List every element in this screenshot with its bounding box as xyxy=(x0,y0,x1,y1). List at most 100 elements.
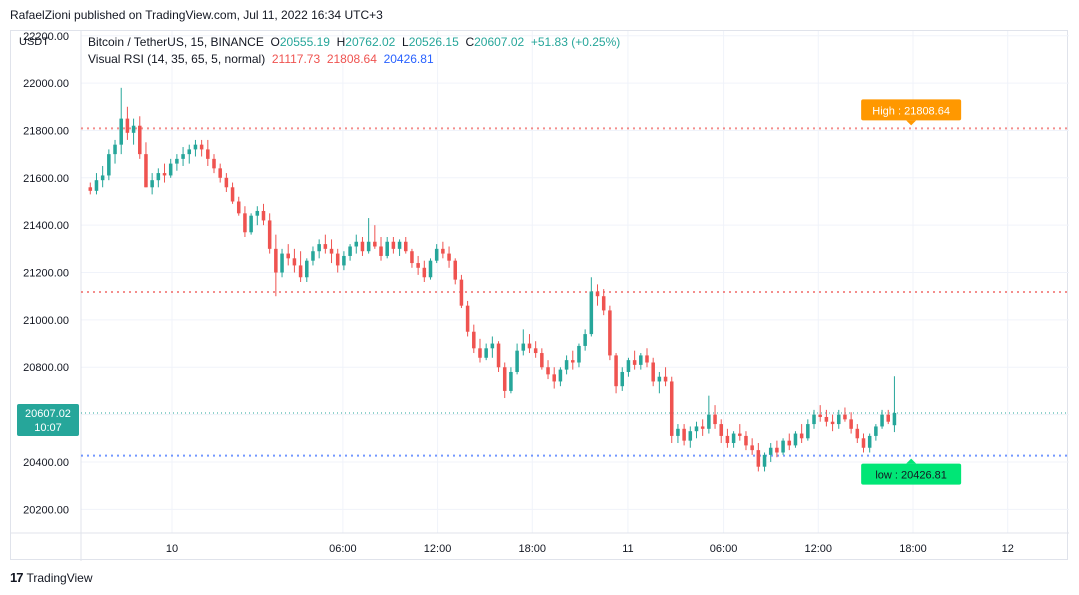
candle-body[interactable] xyxy=(397,241,402,249)
candle-body[interactable] xyxy=(88,187,93,191)
candle-body[interactable] xyxy=(892,412,897,426)
candle-body[interactable] xyxy=(292,258,297,266)
candle-body[interactable] xyxy=(236,201,241,214)
candle-body[interactable] xyxy=(218,168,222,178)
candle-body[interactable] xyxy=(465,305,470,332)
candle-body[interactable] xyxy=(700,426,705,429)
candle-body[interactable] xyxy=(453,260,458,280)
candle-body[interactable] xyxy=(416,263,420,268)
candle-body[interactable] xyxy=(286,253,290,259)
candle-body[interactable] xyxy=(502,367,507,391)
candle-body[interactable] xyxy=(373,241,377,247)
candle-body[interactable] xyxy=(311,251,315,261)
candle-body[interactable] xyxy=(459,279,464,306)
candle-body[interactable] xyxy=(719,424,723,436)
candle-body[interactable] xyxy=(867,435,872,448)
candle-body[interactable] xyxy=(206,149,210,159)
candle-body[interactable] xyxy=(410,251,414,264)
candle-body[interactable] xyxy=(100,175,105,181)
candle-body[interactable] xyxy=(379,246,383,256)
candle-body[interactable] xyxy=(818,414,822,417)
candle-body[interactable] xyxy=(676,428,680,436)
candle-body[interactable] xyxy=(317,244,321,252)
candle-body[interactable] xyxy=(663,376,668,382)
candle-body[interactable] xyxy=(428,260,433,278)
candle-body[interactable] xyxy=(323,244,328,249)
candle-body[interactable] xyxy=(230,187,235,202)
candle-body[interactable] xyxy=(855,428,860,439)
candle-body[interactable] xyxy=(657,376,662,382)
candle-body[interactable] xyxy=(546,367,550,375)
candle-body[interactable] xyxy=(707,414,711,429)
candle-body[interactable] xyxy=(589,291,594,335)
candle-body[interactable] xyxy=(329,248,334,254)
candle-body[interactable] xyxy=(651,362,655,382)
candle-body[interactable] xyxy=(354,241,359,247)
candle-body[interactable] xyxy=(125,118,130,133)
candle-body[interactable] xyxy=(305,260,309,278)
candle-body[interactable] xyxy=(478,348,482,358)
candle-body[interactable] xyxy=(261,210,266,221)
candle-body[interactable] xyxy=(434,248,439,261)
candle-body[interactable] xyxy=(824,416,829,422)
candle-body[interactable] xyxy=(274,248,278,273)
candlestick-chart[interactable]: 20200.0020400.0020600.0020800.0021000.00… xyxy=(11,31,1069,561)
candle-body[interactable] xyxy=(775,447,779,453)
candle-body[interactable] xyxy=(490,343,495,349)
candle-body[interactable] xyxy=(119,118,123,145)
candle-body[interactable] xyxy=(533,348,538,354)
candle-body[interactable] xyxy=(335,253,340,266)
candle-body[interactable] xyxy=(762,454,767,467)
candle-body[interactable] xyxy=(626,360,631,372)
candle-body[interactable] xyxy=(843,414,847,420)
candle-body[interactable] xyxy=(515,350,519,372)
indicator-label[interactable]: Visual RSI (14, 35, 65, 5, normal) xyxy=(88,52,266,66)
candle-body[interactable] xyxy=(385,241,389,256)
chart-frame[interactable]: 20200.0020400.0020600.0020800.0021000.00… xyxy=(10,30,1069,561)
candle-body[interactable] xyxy=(571,360,575,363)
candle-body[interactable] xyxy=(669,381,674,436)
candle-body[interactable] xyxy=(608,310,612,356)
candle-body[interactable] xyxy=(768,447,773,455)
candle-body[interactable] xyxy=(639,355,643,365)
candle-body[interactable] xyxy=(509,371,513,391)
candle-body[interactable] xyxy=(422,267,427,278)
candle-body[interactable] xyxy=(744,435,748,446)
candle-body[interactable] xyxy=(756,450,761,467)
candle-body[interactable] xyxy=(131,125,136,133)
candle-body[interactable] xyxy=(682,428,686,441)
candle-body[interactable] xyxy=(595,291,600,297)
candle-body[interactable] xyxy=(280,253,284,273)
candle-body[interactable] xyxy=(162,173,167,176)
candle-body[interactable] xyxy=(874,426,878,436)
candle-body[interactable] xyxy=(781,440,785,453)
candle-body[interactable] xyxy=(731,433,736,444)
candle-body[interactable] xyxy=(342,255,346,266)
candle-body[interactable] xyxy=(750,445,754,451)
candle-body[interactable] xyxy=(441,248,445,254)
tradingview-brand[interactable]: 17 TradingView xyxy=(10,570,93,585)
candle-body[interactable] xyxy=(187,149,192,155)
candle-body[interactable] xyxy=(224,177,229,188)
candle-body[interactable] xyxy=(558,369,563,382)
candle-body[interactable] xyxy=(267,220,272,249)
candle-body[interactable] xyxy=(94,180,99,191)
candle-body[interactable] xyxy=(694,426,699,432)
candle-body[interactable] xyxy=(168,163,173,176)
candle-body[interactable] xyxy=(484,348,488,358)
candle-body[interactable] xyxy=(472,331,476,349)
candle-body[interactable] xyxy=(527,343,532,349)
candle-body[interactable] xyxy=(886,414,891,422)
candle-body[interactable] xyxy=(799,433,804,439)
candle-body[interactable] xyxy=(107,154,111,176)
candle-body[interactable] xyxy=(645,355,649,363)
candle-body[interactable] xyxy=(496,343,501,368)
candle-body[interactable] xyxy=(830,421,835,425)
candle-body[interactable] xyxy=(298,265,303,278)
candle-body[interactable] xyxy=(144,154,148,188)
candle-body[interactable] xyxy=(175,158,179,164)
candle-body[interactable] xyxy=(632,360,637,365)
candle-body[interactable] xyxy=(787,440,792,446)
candle-body[interactable] xyxy=(688,431,693,441)
candle-body[interactable] xyxy=(583,334,587,346)
